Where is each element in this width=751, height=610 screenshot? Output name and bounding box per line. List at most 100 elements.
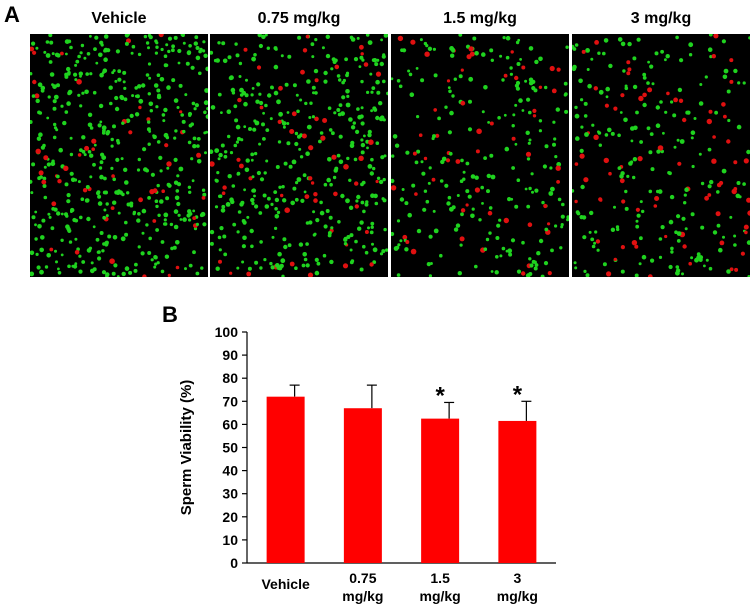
dead-sperm-dot: [543, 203, 548, 209]
live-sperm-dot: [156, 140, 161, 144]
dead-sperm-dot: [468, 46, 474, 52]
dead-sperm-dot: [308, 176, 313, 181]
live-sperm-dot: [274, 214, 280, 219]
dead-sperm-dot: [301, 133, 307, 139]
dead-sperm-dot: [91, 147, 95, 151]
dead-sperm-dot: [364, 230, 369, 234]
live-sperm-dot: [574, 105, 578, 110]
dead-sperm-dot: [532, 108, 537, 113]
live-sperm-dot: [514, 142, 518, 146]
live-sperm-dot: [726, 269, 731, 274]
live-sperm-dot: [186, 50, 192, 56]
live-sperm-dot: [323, 70, 328, 76]
dead-sperm-dot: [474, 187, 480, 193]
live-sperm-dot: [648, 150, 653, 155]
live-sperm-dot: [236, 230, 240, 234]
live-sperm-dot: [649, 132, 654, 136]
live-sperm-dot: [446, 201, 451, 206]
live-sperm-dot: [97, 123, 102, 128]
live-sperm-dot: [498, 218, 502, 222]
live-sperm-dot: [376, 90, 381, 95]
live-sperm-dot: [598, 89, 604, 95]
live-sperm-dot: [331, 57, 336, 62]
live-sperm-dot: [119, 95, 125, 101]
dead-sperm-dot: [556, 67, 561, 72]
live-sperm-dot: [356, 107, 360, 111]
live-sperm-dot: [134, 262, 138, 267]
live-sperm-dot: [200, 211, 206, 217]
live-sperm-dot: [496, 223, 501, 228]
live-sperm-dot: [552, 120, 556, 124]
live-sperm-dot: [259, 266, 263, 270]
live-sperm-dot: [345, 102, 351, 108]
live-sperm-dot: [156, 183, 160, 188]
live-sperm-dot: [69, 45, 73, 50]
live-sperm-dot: [202, 49, 206, 53]
dead-sperm-dot: [402, 234, 408, 240]
live-sperm-dot: [176, 174, 180, 178]
dead-sperm-dot: [593, 134, 599, 140]
live-sperm-dot: [299, 155, 304, 159]
live-sperm-dot: [370, 109, 373, 113]
live-sperm-dot: [709, 55, 713, 59]
live-sperm-dot: [93, 47, 97, 51]
live-sperm-dot: [316, 261, 321, 266]
live-sperm-dot: [392, 134, 398, 139]
live-sperm-dot: [635, 224, 640, 229]
dead-sperm-dot: [246, 271, 252, 277]
live-sperm-dot: [448, 89, 452, 94]
live-sperm-dot: [174, 129, 178, 133]
dead-sperm-dot: [678, 98, 684, 104]
live-sperm-dot: [472, 36, 477, 41]
live-sperm-dot: [40, 235, 45, 240]
live-sperm-dot: [195, 271, 200, 276]
live-sperm-dot: [528, 138, 532, 142]
dead-sperm-dot: [746, 197, 750, 203]
live-sperm-dot: [383, 227, 387, 232]
live-sperm-dot: [111, 71, 115, 75]
live-sperm-dot: [103, 34, 109, 39]
live-sperm-dot: [737, 81, 741, 85]
live-sperm-dot: [39, 269, 44, 275]
live-sperm-dot: [385, 248, 388, 252]
dead-sperm-dot: [711, 158, 717, 164]
live-sperm-dot: [497, 116, 501, 120]
dead-sperm-dot: [201, 196, 206, 200]
live-sperm-dot: [102, 68, 108, 73]
live-sperm-dot: [456, 194, 460, 197]
live-sperm-dot: [47, 95, 51, 99]
live-sperm-dot: [105, 214, 109, 218]
live-sperm-dot: [328, 128, 333, 132]
live-sperm-dot: [329, 182, 333, 187]
live-sperm-dot: [672, 113, 677, 118]
live-sperm-dot: [510, 197, 514, 201]
live-sperm-dot: [46, 116, 50, 120]
live-sperm-dot: [359, 114, 364, 119]
live-sperm-dot: [108, 85, 113, 90]
y-tick-label: 50: [222, 440, 238, 456]
live-sperm-dot: [145, 73, 150, 77]
live-sperm-dot: [278, 185, 282, 189]
live-sperm-dot: [641, 209, 645, 214]
live-sperm-dot: [48, 60, 53, 64]
live-sperm-dot: [742, 81, 746, 85]
dead-sperm-dot: [460, 100, 466, 106]
dead-sperm-dot: [210, 161, 215, 167]
live-sperm-dot: [159, 199, 164, 204]
live-sperm-dot: [271, 235, 275, 239]
live-sperm-dot: [148, 130, 152, 133]
live-sperm-dot: [516, 269, 522, 274]
live-sperm-dot: [356, 36, 360, 40]
live-sperm-dot: [67, 264, 71, 269]
live-sperm-dot: [641, 254, 647, 260]
live-sperm-dot: [691, 164, 695, 169]
live-sperm-dot: [619, 111, 623, 114]
dead-sperm-dot: [397, 35, 404, 42]
live-sperm-dot: [210, 149, 214, 154]
live-sperm-dot: [648, 189, 653, 194]
live-sperm-dot: [574, 43, 579, 47]
live-sperm-dot: [147, 62, 152, 66]
live-sperm-dot: [718, 247, 723, 253]
live-sperm-dot: [171, 44, 176, 49]
dead-sperm-dot: [310, 181, 315, 185]
